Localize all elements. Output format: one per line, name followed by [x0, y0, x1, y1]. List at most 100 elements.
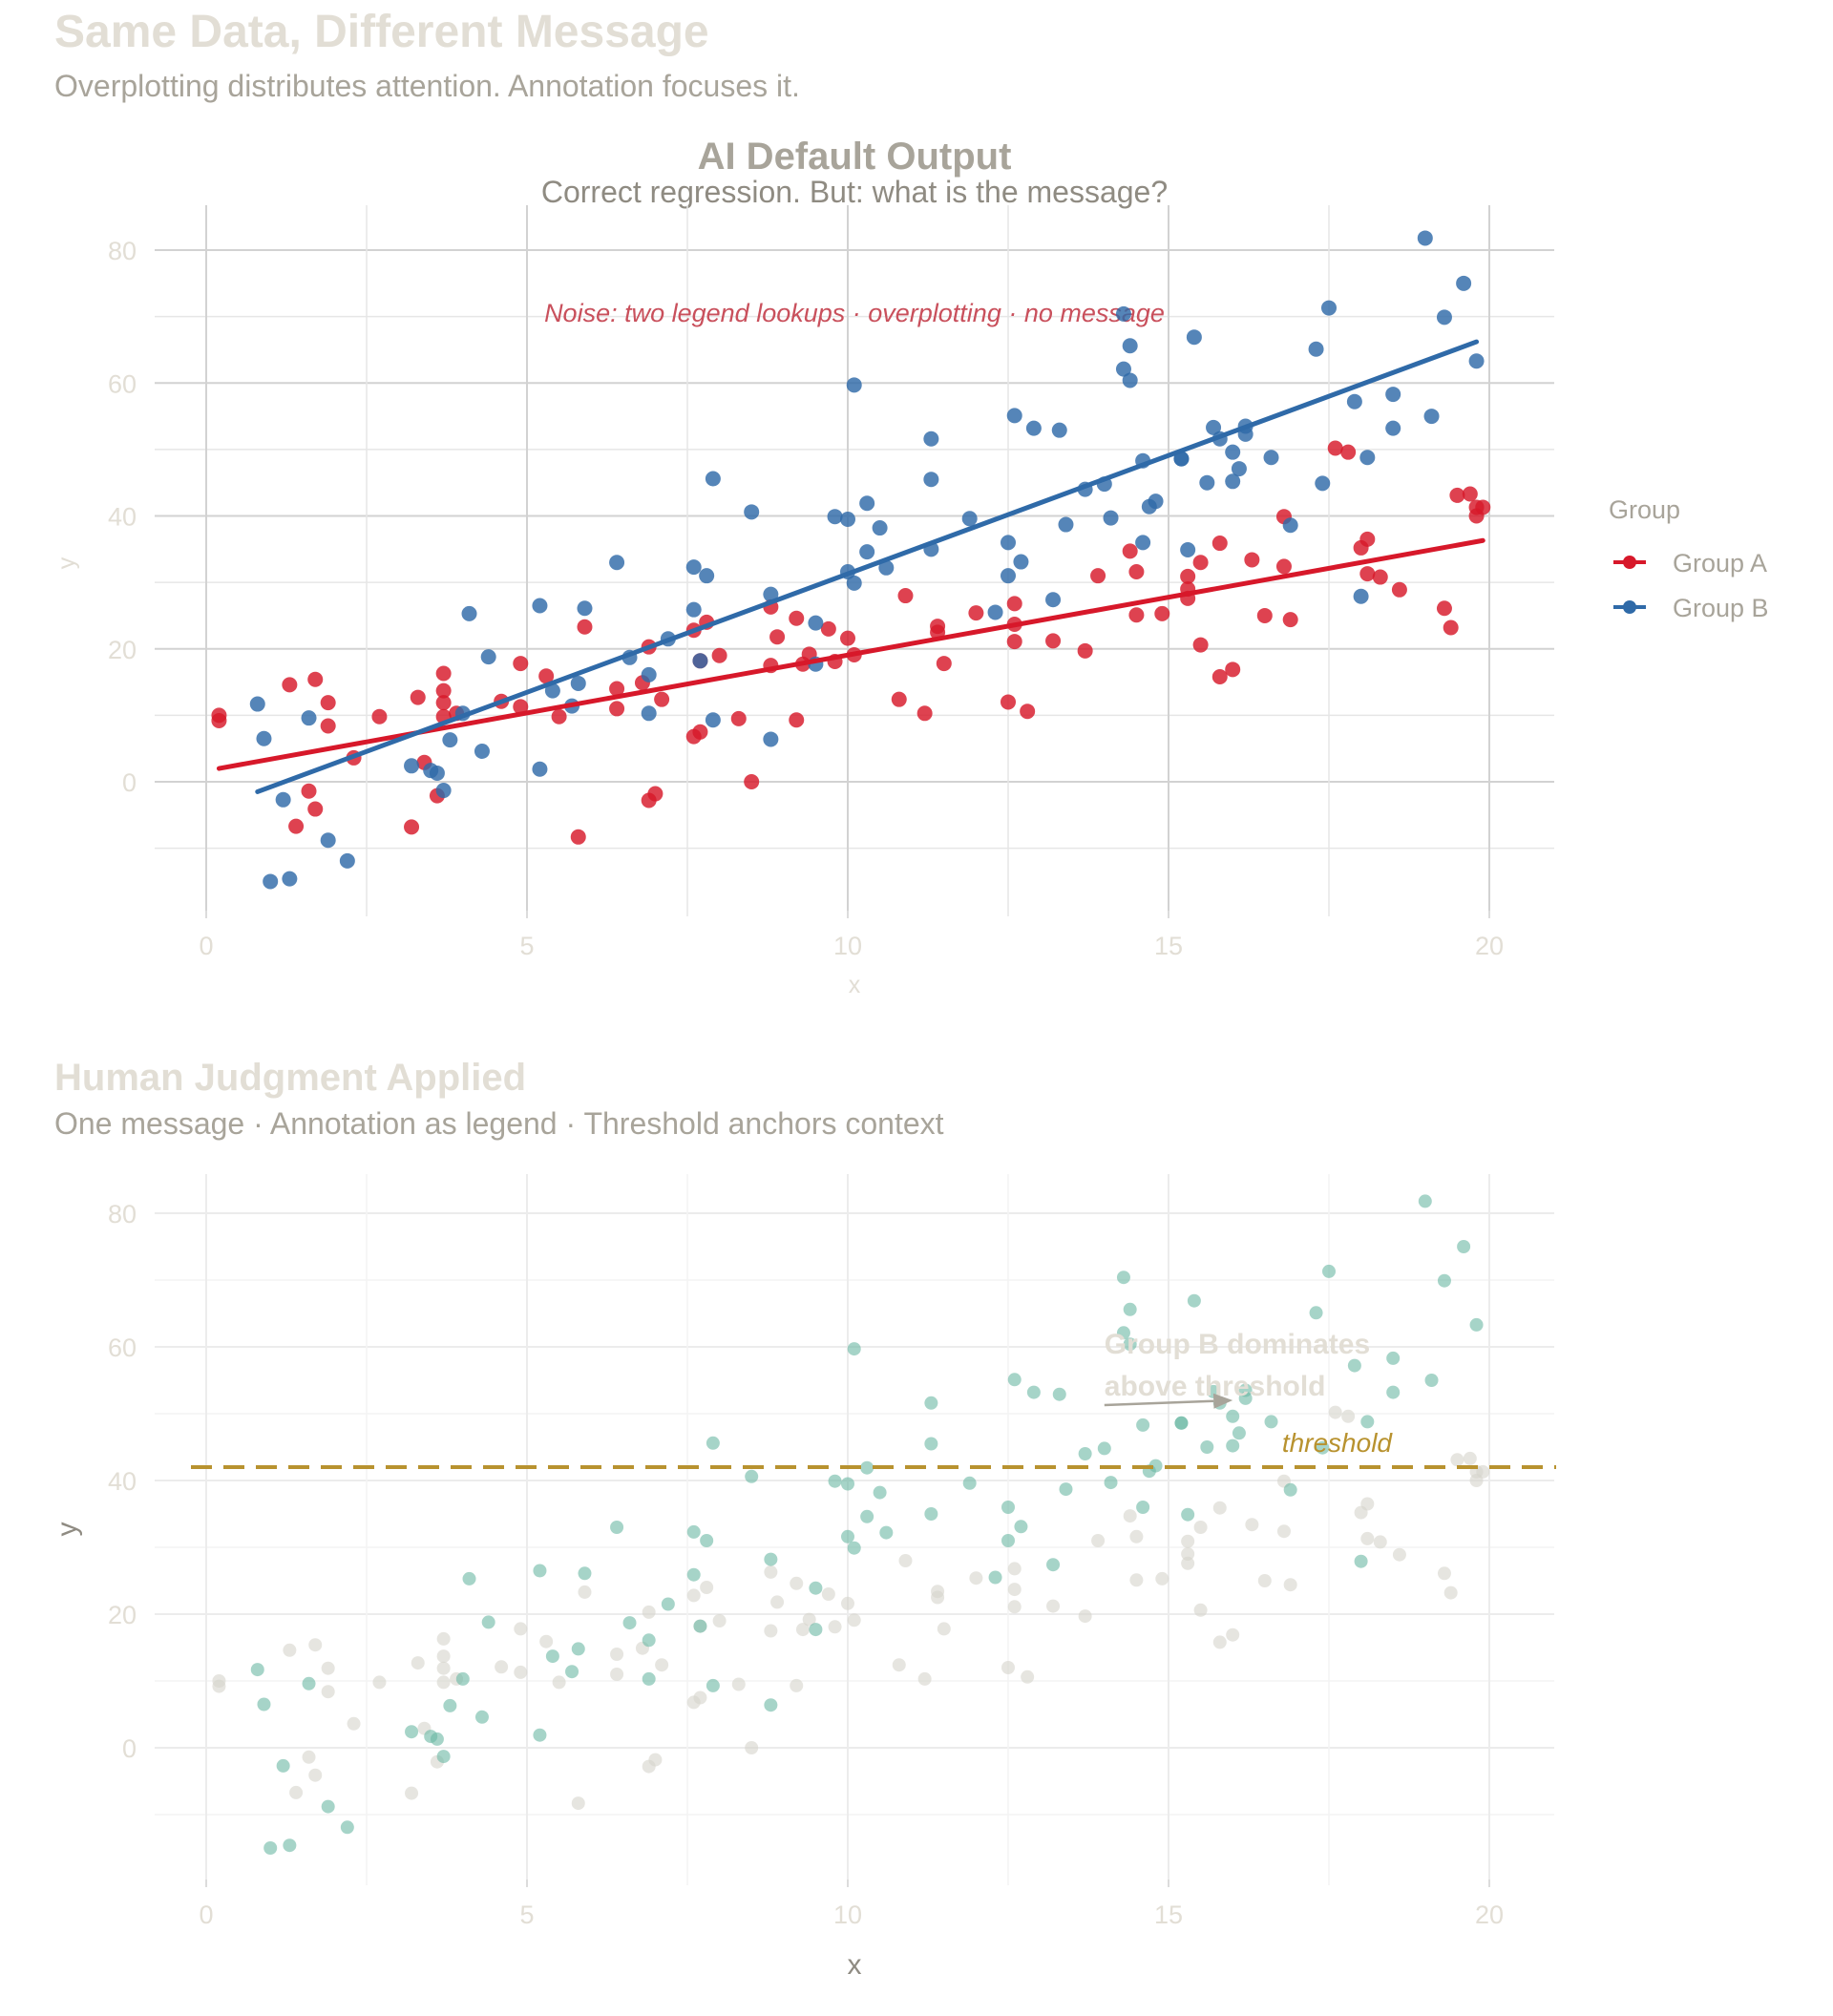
point-highlight — [924, 1437, 938, 1451]
point-muted — [1091, 1534, 1106, 1547]
point-highlight — [276, 1758, 290, 1773]
point-group-a — [769, 629, 786, 645]
point-group-a — [1122, 543, 1138, 559]
point-highlight — [809, 1623, 823, 1637]
point-muted — [1328, 1405, 1342, 1419]
point-group-b — [1115, 305, 1131, 322]
point-group-a — [1256, 607, 1273, 623]
page-title: Same Data, Different Message — [54, 7, 709, 57]
point-group-b — [1385, 420, 1401, 436]
point-group-a — [1359, 531, 1376, 547]
point-muted — [790, 1678, 804, 1692]
point-group-b — [1199, 474, 1215, 491]
point-muted — [969, 1571, 983, 1586]
point-group-b — [878, 559, 895, 576]
point-muted — [405, 1786, 419, 1800]
point-highlight — [1059, 1482, 1073, 1497]
point-group-a — [288, 818, 305, 834]
point-highlight — [1360, 1415, 1375, 1429]
point-group-b — [249, 696, 265, 712]
point-muted — [1155, 1571, 1169, 1586]
point-group-a — [1436, 600, 1452, 617]
point-group-b — [1385, 387, 1401, 403]
point-muted — [1181, 1547, 1195, 1561]
point-highlight — [263, 1841, 278, 1855]
point-group-b — [1122, 338, 1138, 354]
point-group-a — [897, 588, 914, 604]
point-group-b — [1225, 473, 1241, 490]
point-group-b — [859, 544, 875, 560]
point-muted — [770, 1595, 785, 1609]
chart-2-x-axis-title: x — [848, 1949, 862, 1981]
point-group-b — [404, 758, 420, 774]
point-muted — [1021, 1670, 1035, 1684]
point-group-a — [1462, 486, 1478, 502]
point-muted — [937, 1622, 951, 1636]
point-group-a — [1225, 662, 1241, 678]
legend-swatch-group-a-dot — [1623, 556, 1636, 569]
point-group-a — [1391, 581, 1407, 598]
point-muted — [648, 1753, 663, 1767]
point-muted — [828, 1620, 842, 1634]
point-group-b — [1353, 588, 1369, 604]
point-group-a — [570, 829, 586, 845]
point-highlight — [1469, 1317, 1484, 1332]
chart-1-legend: Group Group A Group B — [1609, 495, 1769, 622]
point-group-b — [532, 598, 548, 614]
point-group-b — [256, 730, 272, 746]
point-muted — [495, 1660, 509, 1674]
point-highlight — [1200, 1440, 1214, 1454]
point-group-a — [513, 699, 529, 715]
point-group-a — [654, 691, 670, 707]
point-highlight — [1123, 1337, 1137, 1352]
point-muted — [795, 1623, 810, 1637]
point-muted — [1129, 1529, 1144, 1544]
point-group-b — [1315, 475, 1331, 492]
point-highlight — [462, 1571, 476, 1586]
point-highlight — [1014, 1520, 1028, 1534]
point-highlight — [686, 1567, 701, 1582]
point-highlight — [879, 1525, 894, 1540]
point-group-a — [282, 677, 298, 693]
threshold-label: threshold — [1282, 1428, 1394, 1458]
point-highlight — [1316, 1440, 1330, 1455]
point-muted — [821, 1587, 835, 1601]
point-group-b — [1013, 554, 1029, 570]
chart-2-y-tick-label: 0 — [122, 1734, 137, 1763]
chart-1-x-tick-label: 15 — [1154, 932, 1183, 960]
point-highlight — [809, 1581, 823, 1595]
point-group-b — [474, 743, 490, 759]
point-group-b — [480, 649, 496, 665]
point-muted — [700, 1581, 714, 1594]
point-highlight — [340, 1820, 354, 1835]
point-muted — [308, 1638, 323, 1652]
point-group-b — [961, 511, 978, 527]
point-highlight — [873, 1485, 887, 1500]
point-group-a — [1211, 536, 1228, 552]
point-group-b — [1346, 393, 1362, 410]
chart-1-x-tick-label: 0 — [199, 932, 213, 960]
point-highlight — [1457, 1240, 1471, 1253]
point-highlight — [962, 1476, 977, 1490]
point-highlight — [321, 1799, 335, 1814]
point-highlight — [1226, 1438, 1240, 1453]
chart-1-x-axis-title: x — [849, 972, 861, 998]
chart-2-x-tick-label: 10 — [833, 1900, 862, 1929]
point-highlight — [1226, 1409, 1240, 1423]
chart-2-ticks: 0 5 10 15 20 0 20 40 60 80 — [108, 1200, 1504, 1929]
point-muted — [578, 1585, 592, 1599]
chart-2-y-tick-label: 60 — [108, 1334, 137, 1362]
point-highlight — [1046, 1558, 1061, 1572]
point-group-a — [891, 691, 907, 707]
annotation-line-1: Group B dominates — [1105, 1329, 1370, 1360]
point-group-a — [301, 783, 317, 799]
point-group-a — [916, 705, 933, 722]
point-highlight — [988, 1570, 1002, 1585]
chart-1-y-tick-label: 20 — [108, 636, 137, 664]
point-group-b — [705, 471, 721, 487]
point-group-b — [1359, 450, 1376, 466]
point-muted — [283, 1643, 297, 1657]
chart-1-x-tick-label: 5 — [519, 932, 534, 960]
point-group-b — [763, 731, 779, 747]
